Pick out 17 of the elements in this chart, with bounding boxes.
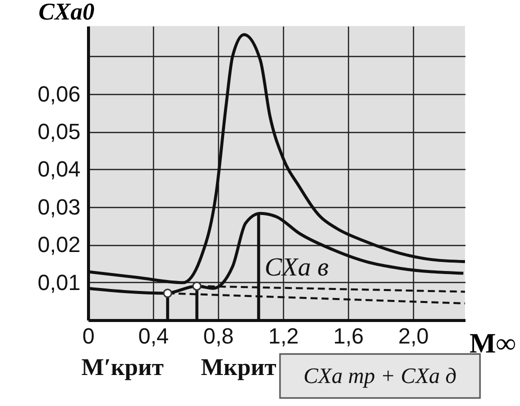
- y-tick-label: 0,01: [38, 270, 80, 295]
- y-tick-label: 0,03: [38, 194, 80, 220]
- text: CXa тр + CXa д: [303, 363, 457, 388]
- y-tick-label: 0,06: [38, 81, 80, 106]
- y-tick-label: 0,02: [38, 232, 80, 258]
- x-axis-title: M∞: [470, 328, 516, 360]
- annotation: M′крит: [81, 355, 164, 381]
- x-tick-label: 0,4: [138, 324, 169, 348]
- y-axis-title: CXa0: [38, 0, 95, 26]
- x-tick-label: 1,2: [268, 324, 299, 348]
- y-tick-label: 0,04: [38, 156, 80, 182]
- annotation: Mкрит: [200, 355, 277, 381]
- x-tick-label: 1,6: [333, 324, 364, 348]
- y-tick-label: 0,05: [38, 119, 80, 144]
- x-tick-label: 0,8: [203, 324, 234, 348]
- x-tick-label: 2,0: [398, 324, 429, 348]
- x-tick-label: 0: [82, 324, 95, 348]
